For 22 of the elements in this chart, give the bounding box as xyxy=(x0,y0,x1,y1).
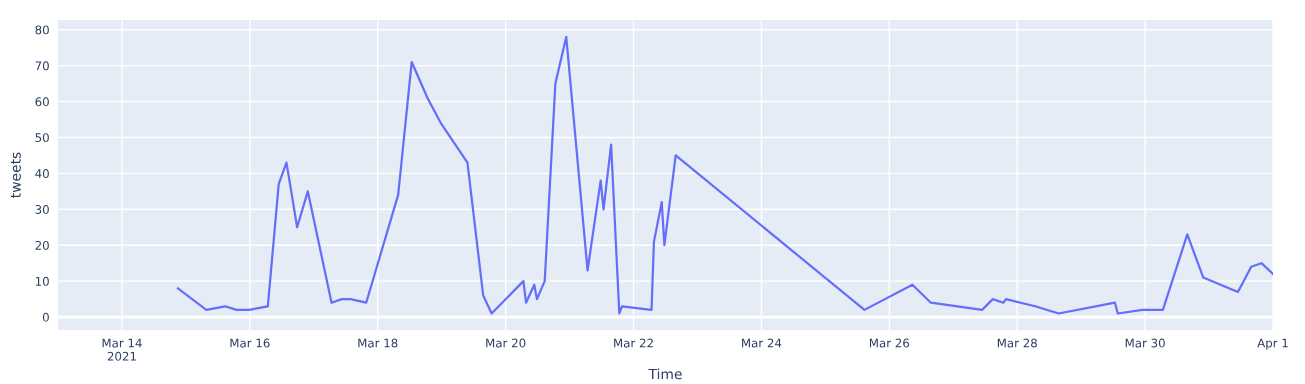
y-tick-label: 30 xyxy=(35,205,49,214)
x-tick-label: Mar 24 xyxy=(742,338,782,348)
y-tick-label: 60 xyxy=(35,97,49,107)
x-tick-label: Mar 20 xyxy=(486,338,526,348)
y-tick-label: 0 xyxy=(42,312,49,322)
x-tick-label: Mar 26 xyxy=(869,338,910,348)
x-tick-label: Mar 14 2021 xyxy=(102,338,142,361)
x-tick-label: Mar 18 xyxy=(358,338,398,348)
x-tick-label: Apr 1 xyxy=(1257,338,1288,350)
x-tick-label: Mar 22 xyxy=(614,338,653,348)
y-tick-label: 80 xyxy=(35,25,49,35)
x-tick-label: Mar 28 xyxy=(997,338,1037,348)
y-tick-label: 20 xyxy=(35,240,49,250)
x-axis-title: Time xyxy=(648,368,682,380)
line-series xyxy=(176,35,1273,315)
y-tick-label: 10 xyxy=(35,276,49,286)
y-tick-label: 70 xyxy=(35,61,49,71)
x-tick-label: Mar 16 xyxy=(230,338,270,348)
y-axis-title: tweets xyxy=(10,152,21,198)
x-tick-label: Mar 30 xyxy=(1125,338,1165,348)
y-tick-label: 40 xyxy=(35,169,49,179)
y-tick-label: 50 xyxy=(35,133,49,143)
